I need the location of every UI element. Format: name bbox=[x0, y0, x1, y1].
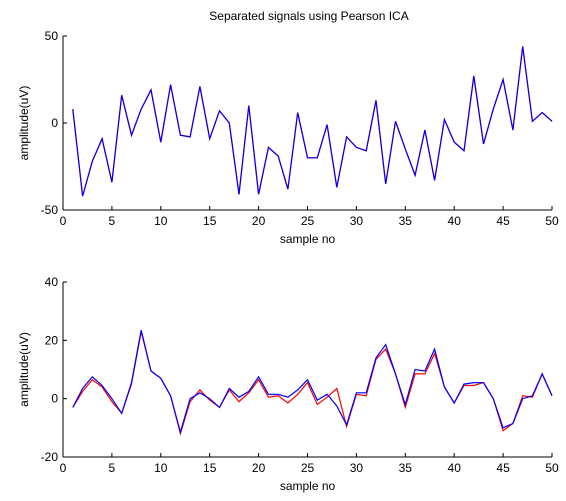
x-tick-label: 10 bbox=[154, 461, 168, 475]
x-tick-label: 25 bbox=[301, 461, 315, 475]
series-blue-line bbox=[72, 329, 553, 435]
x-tick-label: 35 bbox=[399, 461, 413, 475]
x-tick-label: 5 bbox=[109, 214, 116, 228]
x-tick-label: 20 bbox=[252, 461, 266, 475]
x-axis-label: sample no bbox=[280, 479, 336, 493]
x-tick-label: 15 bbox=[203, 214, 217, 228]
x-tick-label: 15 bbox=[203, 461, 217, 475]
x-tick-label: 50 bbox=[545, 214, 559, 228]
y-tick-label: 50 bbox=[45, 29, 59, 43]
x-tick-label: 30 bbox=[350, 214, 364, 228]
y-tick-label: -50 bbox=[41, 203, 59, 217]
x-tick-label: 50 bbox=[545, 461, 559, 475]
series-blue-line bbox=[72, 46, 553, 197]
x-tick-label: 40 bbox=[448, 214, 462, 228]
x-tick-label: 45 bbox=[496, 461, 510, 475]
y-tick-label: 20 bbox=[45, 333, 59, 347]
x-tick-label: 0 bbox=[60, 214, 67, 228]
y-tick-label: 0 bbox=[51, 116, 58, 130]
x-tick-label: 25 bbox=[301, 214, 315, 228]
y-tick-label: 40 bbox=[45, 275, 59, 289]
x-axis-label: sample no bbox=[280, 232, 336, 246]
figure-title: Separated signals using Pearson ICA bbox=[209, 9, 408, 23]
x-tick-label: 35 bbox=[399, 214, 413, 228]
y-axis-label: amplitude(uV) bbox=[17, 86, 31, 161]
x-tick-label: 40 bbox=[448, 461, 462, 475]
x-tick-label: 5 bbox=[109, 461, 116, 475]
y-tick-label: -20 bbox=[41, 450, 59, 464]
x-tick-label: 45 bbox=[496, 214, 510, 228]
x-tick-label: 0 bbox=[60, 461, 67, 475]
x-tick-label: 10 bbox=[154, 214, 168, 228]
x-tick-label: 20 bbox=[252, 214, 266, 228]
y-tick-label: 0 bbox=[51, 392, 58, 406]
x-tick-label: 30 bbox=[350, 461, 364, 475]
y-axis-label: amplitude(uV) bbox=[17, 332, 31, 407]
